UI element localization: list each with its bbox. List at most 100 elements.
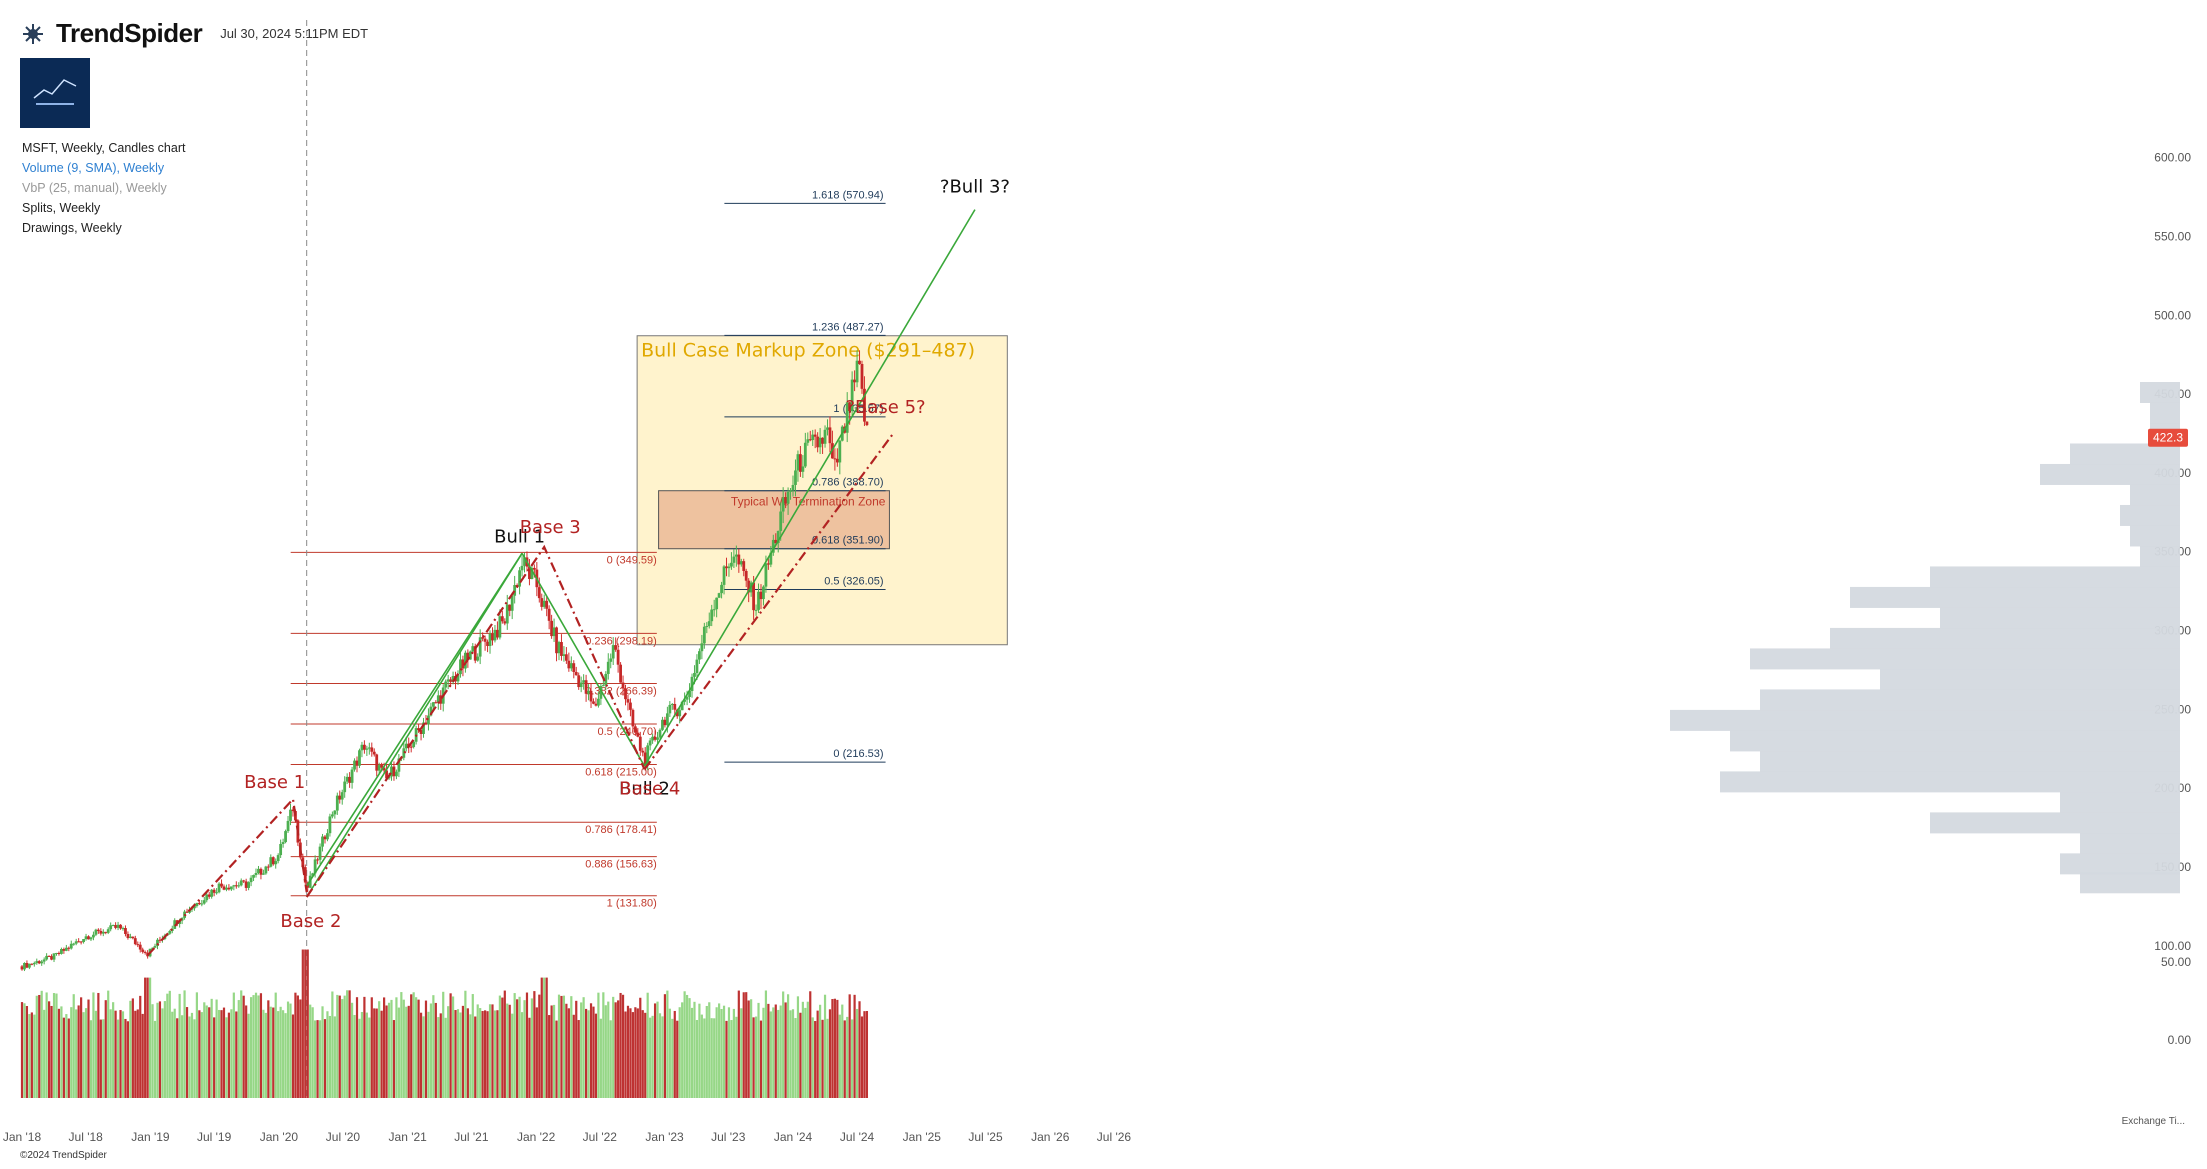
volume-bar [333,1016,336,1098]
candle-body [855,360,859,383]
candle-body [579,682,583,688]
candle-body [370,747,374,752]
vbp-bar [2130,484,2180,506]
candle-body [35,961,39,963]
volume-bar [272,1007,275,1098]
candle-body [348,776,352,783]
candle-body [321,836,324,847]
candle-body [431,702,435,707]
legend-item-drawings[interactable]: Drawings, Weekly [22,221,122,235]
volume-bar [503,990,506,1098]
volume-bar [126,1021,130,1098]
candle-body [510,595,514,611]
wave-label: Bull 2 [619,779,670,800]
volume-bar [683,991,686,1098]
candle-body [215,892,219,894]
candle-body [225,887,228,890]
candle-body [816,436,820,448]
candle-body [99,930,103,934]
volume-bar [254,992,258,1098]
volume-bar [136,1009,139,1098]
x-axis-tick: Jan '23 [645,1130,684,1144]
volume-bar [498,995,501,1098]
candle-body [274,861,278,865]
volume-bar [631,1012,634,1098]
vbp-bar [2080,872,2180,894]
candle-body [710,609,714,622]
volume-bar [198,1010,201,1098]
candle-body [542,600,546,607]
candle-body [316,859,319,861]
volume-bar [617,1000,620,1098]
candle-body [552,627,556,637]
candle-body [264,866,268,874]
fib-retracement-label: 1 (131.80) [607,898,657,910]
volume-bar [400,992,403,1098]
volume-bar [639,997,642,1098]
volume-bar [474,1016,477,1098]
volume-bar [580,1002,583,1098]
volume-bar [156,1002,159,1098]
candle-body [762,586,765,600]
x-axis-tick: Jul '24 [840,1130,875,1144]
candle-body [229,886,233,890]
x-axis-tick: Jan '24 [774,1130,813,1144]
candle-body [727,566,731,569]
volume-bar [688,998,691,1098]
volume-bar [134,1010,137,1098]
candle-body [205,894,209,901]
candle-body [523,557,526,566]
candle-body [47,955,51,957]
candle-body [776,530,780,543]
wave-label: Base 3 [520,517,581,538]
candle-body [759,591,763,600]
price-axis-tick: 100.00 [2154,939,2191,953]
candle-body [838,440,842,463]
volume-bar [311,1007,314,1098]
candle-body [518,570,521,587]
volume-bar [644,1012,647,1098]
volume-bar [370,997,373,1098]
legend-item-vbp[interactable]: VbP (25, manual), Weekly [22,181,167,195]
volume-bar [513,993,516,1098]
volume-bar [336,994,339,1098]
volume-bar [282,1010,285,1098]
fib-retracement-label: 0 (349.59) [607,554,657,566]
candle-body [89,937,93,940]
copyright-text: ©2024 TrendSpider [20,1150,107,1161]
volume-bar [442,991,445,1098]
x-axis-tick: Jul '25 [968,1130,1003,1144]
volume-bar [843,1020,846,1098]
account-avatar[interactable] [20,58,90,128]
volume-bar [700,1014,703,1098]
legend-item-symbol[interactable]: MSFT, Weekly, Candles chart [22,141,186,155]
trendspider-logo-icon [23,23,43,44]
vbp-bar [2080,832,2180,854]
candle-body [385,770,388,779]
fib-extension-label: 0 (216.53) [833,748,883,760]
volume-bar [97,992,100,1098]
volume-bar [304,949,307,1098]
volume-bar [612,996,615,1098]
legend-item-splits[interactable]: Splits, Weekly [22,201,101,215]
candle-body [702,626,706,644]
volume-bar [530,998,534,1098]
wave-path [305,544,646,898]
volume-bar [323,1019,327,1098]
candle-body [476,656,480,661]
candle-body [557,642,561,654]
volume-bar [360,1011,364,1098]
candle-body [333,810,337,815]
candle-body [124,928,127,934]
volume-bar [277,1011,280,1098]
candle-body [358,750,361,766]
candle-body [626,699,630,703]
candle-body [609,658,613,662]
volume-bar [373,1008,376,1098]
volume-bar [225,1017,228,1098]
legend-item-volume[interactable]: Volume (9, SMA), Weekly [22,161,165,175]
indicator-legend: MSFT, Weekly, Candles chart Volume (9, S… [22,138,185,238]
volume-bar [437,1017,440,1098]
volume-bar [535,1007,538,1098]
